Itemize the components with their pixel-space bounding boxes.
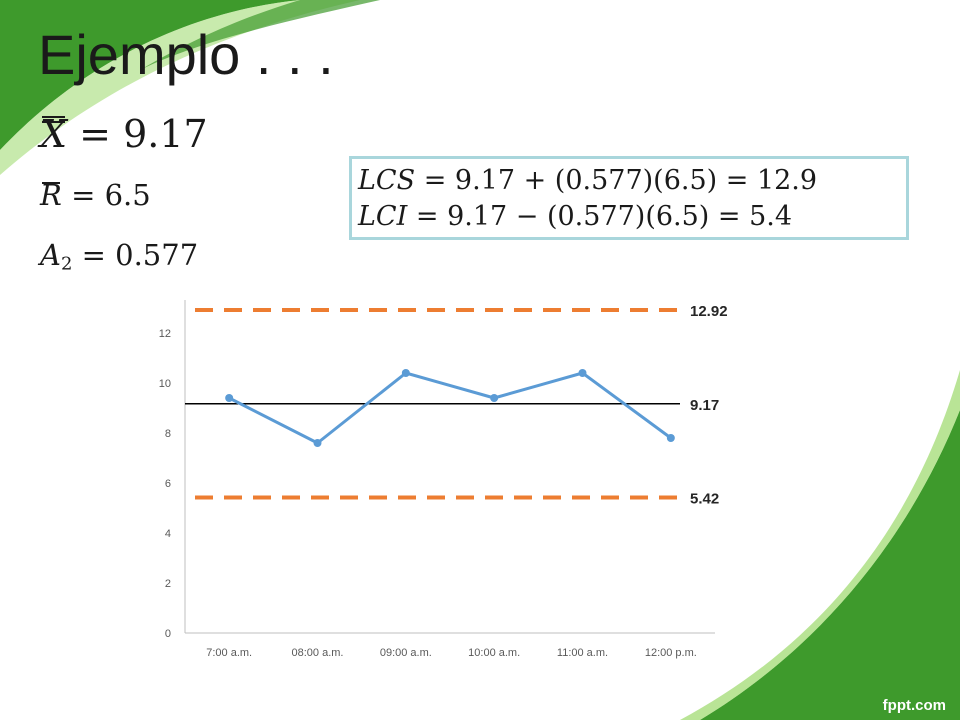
y-tick-label: 12 — [159, 328, 171, 340]
control-chart: 0 2 4 6 8 10 12 7:00 a.m. 08:00 a.m. 09:00 a.m. 10… — [159, 300, 728, 659]
data-point — [578, 369, 587, 377]
brand-logo-text: fppt.com — [882, 697, 946, 714]
xbar-value: = 9.17 — [79, 112, 208, 156]
x-tick-label: 7:00 a.m. — [206, 647, 252, 659]
data-point — [225, 394, 234, 402]
y-tick-label: 8 — [165, 428, 171, 440]
a2-symbol: A2 — [40, 238, 73, 275]
x-tick-label: 08:00 a.m. — [292, 647, 344, 659]
formula-xbar: X = 9.17 — [40, 112, 208, 156]
formula-rbar: R = 6.5 — [40, 178, 151, 212]
top-left-light-swoosh — [0, 0, 360, 175]
formula-lcs: LCS = 9.17 + (0.577)(6.5) = 12.9 — [358, 165, 817, 196]
a2-value: = 0.577 — [81, 238, 199, 272]
reference-line-label: 12.92 — [690, 303, 728, 320]
reference-line-label: 9.17 — [690, 397, 719, 414]
top-stripe-swoosh — [140, 0, 380, 70]
rbar-symbol: R — [40, 178, 62, 212]
y-tick-label: 6 — [165, 478, 171, 490]
data-point — [401, 369, 410, 377]
x-tick-label: 09:00 a.m. — [380, 647, 432, 659]
reference-line-label: 5.42 — [690, 491, 719, 508]
series-line — [228, 371, 672, 445]
control-limits-box: LCS = 9.17 + (0.577)(6.5) = 12.9 LCI = 9… — [349, 156, 909, 240]
bottom-right-green-swoosh — [700, 410, 960, 720]
data-point — [490, 394, 499, 402]
formula-a2: A2 = 0.577 — [40, 238, 198, 274]
formula-lci: LCI = 9.17 − (0.577)(6.5) = 5.4 — [358, 201, 792, 232]
xbar-symbol: X — [40, 112, 68, 156]
rbar-value: = 6.5 — [71, 178, 151, 212]
y-tick-label: 4 — [165, 528, 171, 540]
y-tick-label: 2 — [165, 578, 171, 590]
x-tick-label: 11:00 a.m. — [557, 647, 608, 659]
y-tick-label: 10 — [159, 378, 171, 390]
y-tick-label: 0 — [165, 628, 171, 640]
lcs-symbol: LCS — [358, 165, 416, 196]
data-point — [313, 439, 322, 447]
data-point — [666, 434, 675, 442]
top-left-green-swoosh — [0, 0, 300, 150]
lci-symbol: LCI — [358, 201, 408, 232]
lci-value: = 9.17 − (0.577)(6.5) = 5.4 — [415, 201, 793, 232]
lcs-value: = 9.17 + (0.577)(6.5) = 12.9 — [423, 165, 818, 196]
x-tick-label: 10:00 a.m. — [468, 647, 520, 659]
x-tick-label: 12:00 p.m. — [645, 647, 697, 659]
page-title: Ejemplo . . . — [38, 23, 334, 86]
